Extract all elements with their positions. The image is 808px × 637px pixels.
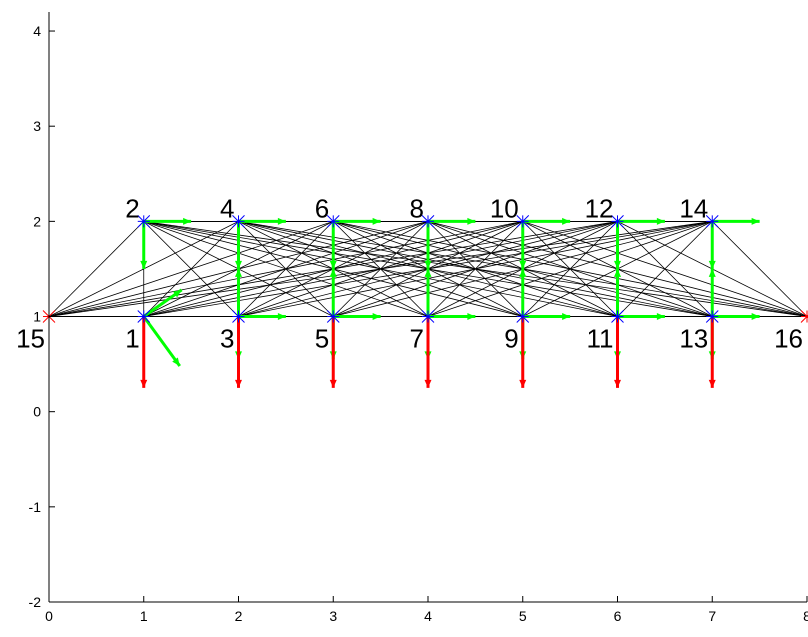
force-vectors bbox=[140, 217, 760, 367]
green-vector-arrow-head bbox=[519, 260, 527, 269]
green-vector-arrow-head bbox=[329, 268, 337, 277]
x-tick-label: 2 bbox=[235, 608, 243, 624]
green-vector-arrow-head bbox=[372, 313, 381, 321]
green-vector-arrow-head bbox=[235, 268, 242, 277]
green-vector-arrow-head bbox=[519, 268, 527, 277]
truss-member bbox=[48, 220, 713, 317]
load-arrows bbox=[140, 316, 716, 388]
green-vector-arrow-head bbox=[562, 313, 571, 321]
node-label: 16 bbox=[774, 324, 803, 354]
node-marker bbox=[421, 310, 435, 323]
node-marker bbox=[705, 215, 719, 228]
green-vector-arrow-head bbox=[656, 313, 665, 321]
node-marker bbox=[326, 215, 340, 228]
green-vector-arrow-head bbox=[751, 313, 760, 321]
truss-member bbox=[48, 220, 334, 317]
node-marker bbox=[705, 310, 719, 323]
node-marker bbox=[137, 215, 151, 228]
green-vector-arrow-head bbox=[277, 313, 286, 321]
load-arrow-head bbox=[614, 379, 621, 388]
green-vector-arrow-head bbox=[467, 313, 476, 321]
node-label: 3 bbox=[220, 324, 234, 354]
green-vector-arrow-head bbox=[372, 217, 381, 225]
node-marker bbox=[232, 310, 245, 323]
node-marker bbox=[516, 310, 530, 323]
node-label: 8 bbox=[410, 193, 424, 223]
node-label: 2 bbox=[125, 193, 139, 223]
y-tick-label: -2 bbox=[29, 594, 42, 610]
node-label: 15 bbox=[16, 324, 45, 354]
truss-member bbox=[617, 221, 713, 317]
node-label: 6 bbox=[315, 193, 329, 223]
node-label: 10 bbox=[490, 193, 519, 223]
node-label: 13 bbox=[679, 324, 708, 354]
truss-member bbox=[48, 220, 523, 317]
x-tick-label: 0 bbox=[45, 608, 53, 624]
node-label: 9 bbox=[504, 324, 518, 354]
load-arrow-head bbox=[140, 379, 148, 388]
green-vector-arrow-head bbox=[183, 217, 192, 225]
node-marker bbox=[232, 215, 245, 228]
y-tick-label: 2 bbox=[33, 213, 41, 229]
green-vector-arrow-head bbox=[614, 268, 621, 277]
truss-member bbox=[522, 221, 618, 317]
node-label: 4 bbox=[220, 193, 234, 223]
node-label: 11 bbox=[587, 324, 614, 354]
load-arrow-head bbox=[424, 379, 432, 388]
node-label: 7 bbox=[410, 324, 424, 354]
x-tick-label: 1 bbox=[140, 608, 148, 624]
green-vector-arrow-head bbox=[656, 217, 665, 225]
green-vector-arrow-head bbox=[172, 357, 180, 366]
x-tick-label: 8 bbox=[803, 608, 808, 624]
y-tick-label: 3 bbox=[33, 118, 41, 134]
node-label: 14 bbox=[679, 193, 708, 223]
node-marker bbox=[611, 215, 624, 228]
node-label: 5 bbox=[315, 324, 329, 354]
x-tick-label: 3 bbox=[329, 608, 337, 624]
green-vector-arrow-head bbox=[235, 260, 242, 269]
green-vector-arrow bbox=[142, 315, 181, 367]
load-arrow-head bbox=[235, 379, 242, 388]
green-vector-arrow-head bbox=[751, 217, 760, 225]
node-markers bbox=[42, 215, 808, 323]
node-marker bbox=[421, 215, 435, 228]
green-vector-arrow-head bbox=[424, 268, 432, 277]
truss-member bbox=[48, 221, 145, 317]
green-vector-arrow-head bbox=[140, 260, 148, 269]
load-arrow-head bbox=[329, 379, 337, 388]
load-arrow-head bbox=[519, 379, 527, 388]
x-tick-label: 6 bbox=[614, 608, 622, 624]
y-tick-label: 0 bbox=[33, 404, 41, 420]
green-vector-arrow-head bbox=[329, 260, 337, 269]
green-vector-arrow-head bbox=[562, 217, 571, 225]
green-vector-arrow-head bbox=[277, 217, 286, 225]
green-vector-arrow-head bbox=[424, 260, 432, 269]
node-marker bbox=[611, 310, 624, 323]
node-marker bbox=[326, 310, 340, 323]
load-arrow-head bbox=[708, 379, 716, 388]
y-tick-label: 4 bbox=[33, 23, 41, 39]
y-tick-label: -1 bbox=[29, 499, 42, 515]
node-marker bbox=[800, 314, 808, 323]
truss-member bbox=[711, 221, 808, 317]
green-vector-arrow-head bbox=[467, 217, 476, 225]
node-marker bbox=[137, 310, 151, 323]
node-label: 12 bbox=[585, 193, 614, 223]
node-label: 1 bbox=[125, 324, 139, 354]
green-vector-arrow-head bbox=[173, 289, 182, 298]
x-tick-label: 5 bbox=[519, 608, 527, 624]
green-vector-arrow-head bbox=[614, 260, 621, 269]
green-vector-arrow-head bbox=[708, 268, 716, 277]
x-tick-label: 7 bbox=[708, 608, 716, 624]
x-tick-label: 4 bbox=[424, 608, 432, 624]
node-marker bbox=[516, 215, 530, 228]
green-vector-arrow-head bbox=[708, 260, 716, 269]
y-tick-label: 1 bbox=[33, 309, 41, 325]
